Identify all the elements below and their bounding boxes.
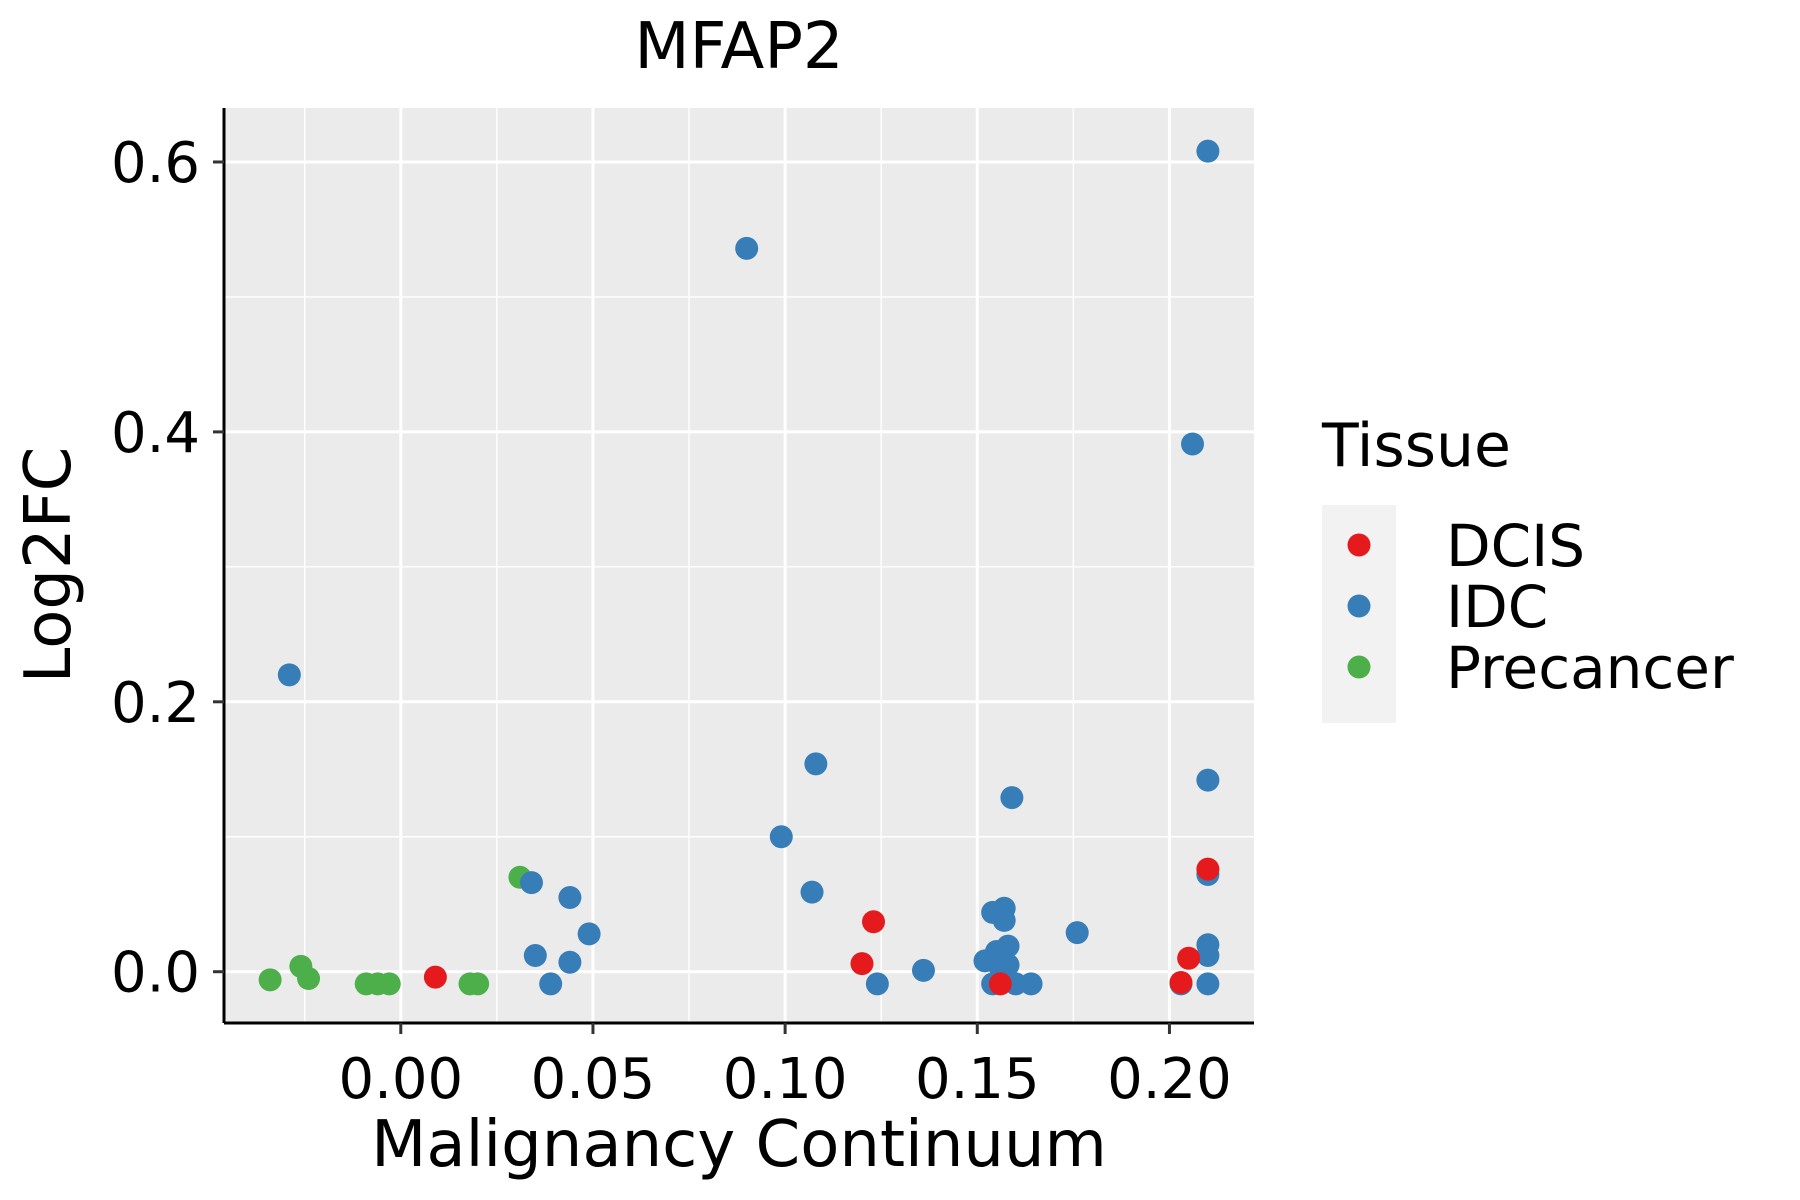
dcis-point	[1169, 971, 1193, 995]
idc-point	[277, 663, 301, 687]
idc-point	[1019, 972, 1043, 996]
y-tick-label: 0.2	[111, 671, 200, 736]
y-tick-label: 0.6	[111, 131, 200, 196]
dcis-point	[1177, 946, 1201, 970]
dcis-point	[862, 910, 886, 934]
idc-point	[735, 236, 759, 260]
idc-point	[1000, 786, 1024, 810]
legend-label-dcis: DCIS	[1446, 512, 1585, 580]
x-tick-label: 0.15	[915, 1047, 1040, 1112]
y-tick-label: 0.4	[111, 401, 200, 466]
axis-ticks: 0.00 0.05 0.10 0.15 0.20 0.0 0.2 0.4 0.6	[111, 131, 1232, 1112]
y-tick-label: 0.0	[111, 941, 200, 1006]
x-tick-label: 0.05	[531, 1047, 656, 1112]
precancer-point	[377, 972, 401, 996]
idc-point	[992, 896, 1016, 920]
data-points	[258, 139, 1220, 996]
x-tick-label: 0.10	[723, 1047, 848, 1112]
dcis-point	[850, 952, 874, 976]
idc-point	[539, 972, 563, 996]
grid-lines	[224, 108, 1254, 1023]
idc-point	[523, 944, 547, 968]
idc-point	[996, 934, 1020, 958]
dcis-point	[423, 965, 447, 989]
idc-point	[996, 953, 1020, 977]
idc-point	[804, 752, 828, 776]
x-tick-label: 0.00	[338, 1047, 463, 1112]
idc-point	[1196, 972, 1220, 996]
idc-point	[519, 871, 543, 895]
idc-point	[558, 950, 582, 974]
x-axis-title: Malignancy Continuum	[371, 1108, 1107, 1182]
legend-label-precancer: Precancer	[1446, 634, 1734, 702]
series-precancer	[258, 865, 532, 996]
legend-key-precancer	[1347, 655, 1371, 679]
idc-point	[769, 825, 793, 849]
chart-title: MFAP2	[634, 10, 843, 84]
idc-point	[1065, 921, 1089, 945]
idc-point	[1196, 139, 1220, 163]
dcis-point	[988, 972, 1012, 996]
y-axis-title: Log2FC	[12, 447, 86, 684]
legend-title: Tissue	[1321, 411, 1511, 481]
idc-point	[800, 880, 824, 904]
legend-key-dcis	[1347, 533, 1371, 557]
idc-point	[911, 958, 935, 982]
idc-point	[865, 972, 889, 996]
legend-key-idc	[1347, 594, 1371, 618]
precancer-point	[466, 972, 490, 996]
idc-point	[577, 922, 601, 946]
legend-label-idc: IDC	[1446, 573, 1548, 641]
idc-point	[1196, 768, 1220, 792]
precancer-point	[258, 968, 282, 992]
idc-point	[1196, 944, 1220, 968]
plot-panel	[224, 108, 1254, 1023]
precancer-point	[297, 966, 321, 990]
idc-point	[558, 885, 582, 909]
idc-point	[1181, 432, 1205, 456]
x-tick-label: 0.20	[1107, 1047, 1232, 1112]
dcis-point	[1196, 857, 1220, 881]
series-dcis	[423, 857, 1220, 996]
